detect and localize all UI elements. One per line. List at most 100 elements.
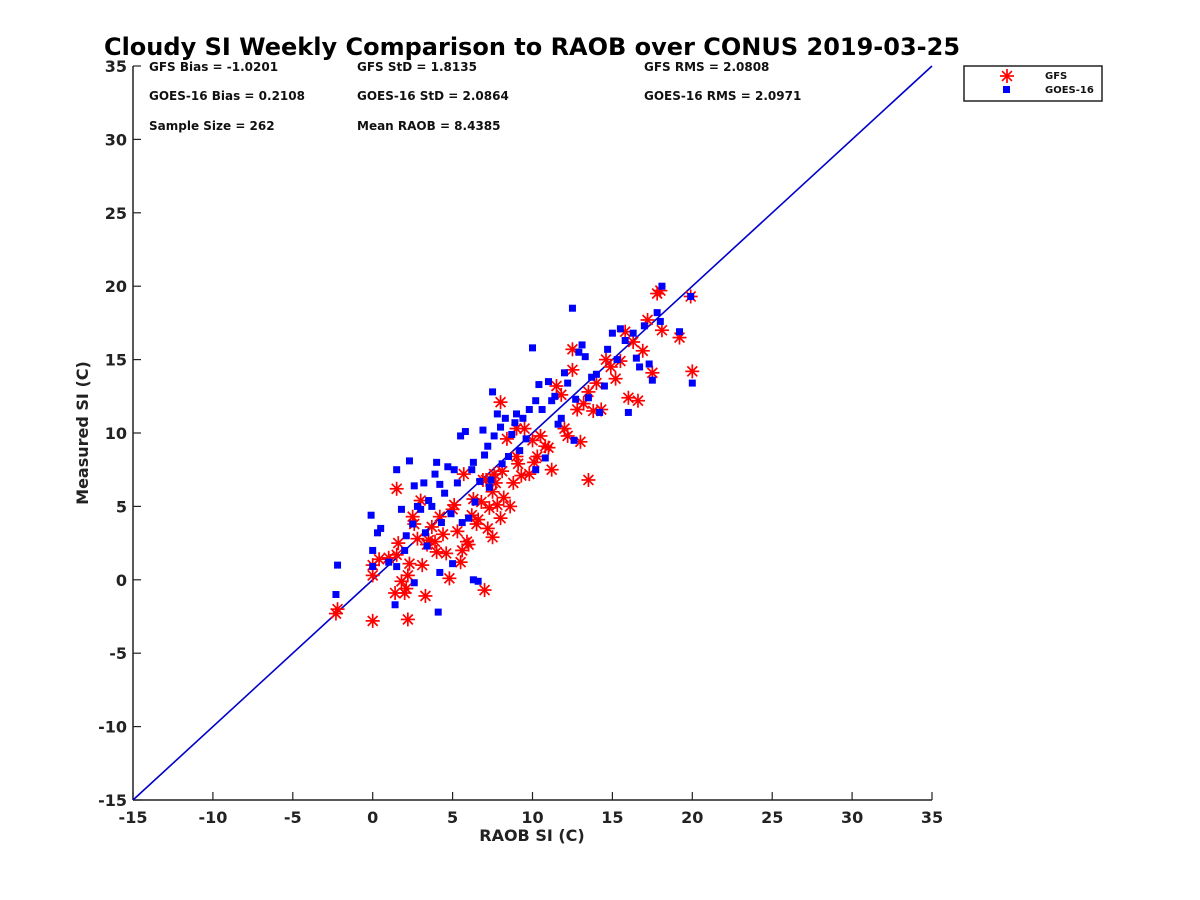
gfs-point (402, 556, 417, 571)
goes16-point (529, 344, 536, 352)
legend-goes-label: GOES-16 (1045, 85, 1094, 96)
gfs-point (685, 364, 700, 379)
goes16-point (568, 304, 576, 312)
legend-goes-marker (1003, 86, 1010, 93)
stat-gfs-rms: GFS RMS = 2.0808 (644, 60, 769, 74)
legend-gfs-label: GFS (1045, 71, 1067, 82)
goes16-point (417, 505, 425, 513)
data-points (328, 282, 700, 628)
goes16-point (570, 436, 578, 444)
gfs-point (549, 379, 564, 394)
goes16-point (367, 511, 375, 519)
goes16-point (332, 590, 340, 598)
gfs-point (400, 568, 415, 583)
goes16-point (481, 451, 489, 459)
goes16-point (410, 579, 418, 587)
gfs-point (450, 524, 465, 539)
goes16-point (538, 406, 546, 414)
y-tick-label: 10 (105, 424, 127, 443)
plot-area: -15 -10 -5 0 5 10 15 20 25 30 35 -15 -10 -5 0 5 10 15 20 2… (98, 57, 943, 827)
gfs-point (391, 536, 406, 551)
goes16-point (453, 479, 461, 487)
goes16-point (420, 479, 428, 487)
gfs-point (541, 440, 556, 455)
goes16-point (653, 309, 661, 317)
x-tick-label: 25 (761, 808, 783, 827)
stat-goes-std: GOES-16 StD = 2.0864 (357, 89, 509, 103)
goes16-point (410, 482, 418, 490)
goes16-point (397, 505, 405, 513)
goes16-point (469, 458, 477, 466)
legend: GFS GOES-16 (963, 65, 1103, 102)
goes16-point (476, 477, 484, 485)
gfs-point (389, 481, 404, 496)
goes16-point (645, 360, 653, 368)
x-tick-label: 35 (921, 808, 943, 827)
gfs-point (621, 390, 636, 405)
goes16-point (676, 328, 684, 336)
goes16-point (498, 460, 506, 468)
goes16-point (493, 410, 501, 418)
goes16-point (436, 480, 444, 488)
goes16-point (621, 337, 629, 345)
legend-box (963, 65, 1103, 102)
goes16-point (575, 348, 583, 356)
goes16-point (516, 447, 524, 455)
goes16-point (505, 452, 513, 460)
goes16-point (535, 381, 543, 389)
goes16-point (468, 466, 476, 474)
gfs-point (544, 462, 559, 477)
goes16-point (458, 519, 466, 527)
goes16-point (578, 341, 586, 349)
x-tick-label: 30 (841, 808, 863, 827)
goes16-point (409, 520, 417, 528)
one-to-one-line (132, 65, 933, 801)
goes16-point (572, 395, 580, 403)
goes16-point (656, 317, 664, 325)
x-tick-label: -5 (284, 808, 302, 827)
goes16-point (584, 394, 592, 402)
gfs-point (429, 544, 444, 559)
goes16-point (600, 382, 608, 390)
goes16-point (423, 542, 431, 550)
goes16-point (450, 466, 458, 474)
gfs-point (365, 568, 380, 583)
goes16-point (560, 369, 568, 377)
x-tick-label: 5 (447, 808, 458, 827)
goes16-point (588, 373, 596, 381)
x-axis-label: RAOB SI (C) (479, 826, 584, 845)
goes16-point (624, 408, 632, 416)
goes16-point (402, 532, 410, 540)
goes16-point (604, 345, 612, 353)
gfs-point (456, 467, 471, 482)
goes16-point (437, 519, 445, 527)
goes16-point (369, 546, 377, 554)
gfs-point (630, 393, 645, 408)
goes16-point (581, 353, 589, 361)
gfs-point (415, 558, 430, 573)
gfs-point (493, 395, 508, 410)
goes16-point (592, 370, 600, 378)
goes16-point (557, 414, 565, 422)
legend-gfs-marker (1000, 69, 1014, 83)
goes16-point (629, 329, 637, 337)
goes16-point (471, 498, 479, 506)
goes16-point (485, 483, 493, 491)
goes16-point (489, 388, 497, 396)
gfs-point (399, 581, 414, 596)
goes16-point (636, 363, 644, 371)
y-tick-label: 30 (105, 130, 127, 149)
goes16-point (428, 502, 436, 510)
gfs-point (389, 547, 404, 562)
goes16-point (431, 470, 439, 478)
goes16-point (474, 577, 482, 585)
goes16-point (469, 576, 477, 584)
goes16-point (465, 514, 473, 522)
goes16-point (490, 432, 498, 440)
goes16-point (479, 426, 487, 434)
gfs-point (410, 531, 425, 546)
y-tick-label: 35 (105, 57, 127, 76)
goes16-point (616, 325, 624, 333)
goes16-point (436, 568, 444, 576)
y-tick-label: 0 (116, 571, 127, 590)
